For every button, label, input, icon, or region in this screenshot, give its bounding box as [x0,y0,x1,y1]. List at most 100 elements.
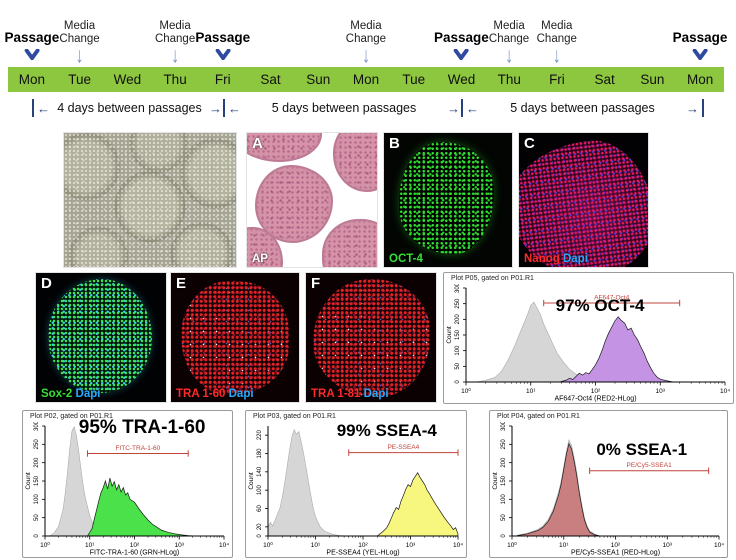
svg-text:250: 250 [501,439,507,450]
day-label: Sun [306,72,331,87]
histogram-ssea1: 10⁰ 10¹ 10² 10³ 10⁴ 0 50 100 150 200 250 300 Count PE… [492,422,724,557]
svg-text:10⁰: 10⁰ [461,387,471,395]
day-label: Mon [687,72,714,87]
svg-text:140: 140 [257,466,263,477]
stain-name: Dapi [363,388,389,400]
svg-text:10⁰: 10⁰ [263,541,273,549]
day-label: Mon [352,72,380,87]
svg-text:AF647-Oct4 (RED2-HLog): AF647-Oct4 (RED2-HLog) [554,396,636,403]
svg-text:150: 150 [501,475,507,486]
event-label: Media Change [488,20,530,46]
svg-text:250: 250 [455,298,461,309]
right-arrow-icon: → [447,100,460,116]
stain-name: TRA 1-81 [311,388,361,400]
stain-label: OCT-4 [389,253,423,265]
event-label: Media Change [345,20,387,46]
svg-text:Count: Count [25,472,32,490]
percent-positive-label: 97% OCT-4 [555,296,645,316]
micrograph-c-nanog: C Nanog Dapi [518,132,649,268]
event-label: Media Change [536,20,577,46]
day-label: Wed [113,72,142,87]
micrograph-b-oct4: B OCT-4 [383,132,513,268]
stain-name: AP [252,253,268,265]
colony-texture [47,279,152,393]
passage-timeline: Passage Media Change ↓ Media Change ↓ Pa… [0,0,736,128]
event-media-thu1: Media Change ↓ [150,0,200,68]
svg-text:100: 100 [501,494,507,505]
svg-text:10⁴: 10⁴ [720,388,730,395]
plot-header: Plot P04, gated on P01.R1 [497,413,580,420]
left-arrow-icon: ← [466,100,479,116]
stain-name: Dapi [228,388,254,400]
stain-name: TRA 1-60 [176,388,226,400]
percent-positive-label: 99% SSEA-4 [336,421,437,441]
colony-texture [254,165,333,243]
svg-text:100: 100 [257,485,263,496]
panel-letter: B [389,135,400,152]
event-passage-wed2: Passage [434,0,489,65]
stain-name: Dapi [75,388,101,400]
colony-texture [399,142,495,254]
histogram-ssea4: 10⁰ 10¹ 10² 10³ 10⁴ 0 20 60 100 140 180 220 Count PE-… [248,426,463,557]
svg-text:10²: 10² [130,542,140,549]
event-media-tue1: Media Change ↓ [55,0,105,68]
panel-letter: D [41,275,52,292]
svg-text:100: 100 [34,494,40,505]
svg-text:300: 300 [501,422,507,431]
svg-text:Count: Count [248,472,255,490]
svg-text:10¹: 10¹ [526,388,536,395]
panel-letter: E [176,275,187,292]
svg-text:10¹: 10¹ [85,542,95,549]
micrograph-e-tra-1-60: E TRA 1-60 Dapi [170,272,300,403]
event-label: Passage [4,30,60,45]
event-media-mon2: Media Change ↓ [341,0,391,68]
stain-label: Nanog Dapi [524,253,588,265]
svg-text:50: 50 [34,514,40,521]
svg-text:50: 50 [455,362,461,369]
colony-texture [247,133,323,163]
media-change-arrow-icon: ↓ [361,44,370,68]
passage-arrow-icon [453,47,469,65]
svg-text:PE-SSEA4 (YEL-HLog): PE-SSEA4 (YEL-HLog) [326,550,399,557]
histogram-tra-1-60: 10⁰ 10¹ 10² 10³ 10⁴ 0 50 100 150 200 250 300 Count FI… [25,422,229,557]
svg-text:0: 0 [501,534,507,538]
colony-texture [332,133,377,192]
svg-text:10⁴: 10⁴ [219,542,229,549]
span-4-days: ← 4 days between passages → [32,99,225,117]
span-label: 4 days between passages [57,101,202,115]
micrograph-d-sox2: D Sox-2 Dapi [35,272,167,403]
svg-text:200: 200 [501,457,507,468]
panel-letter: A [252,135,263,152]
stain-name: Nanog [524,253,560,265]
svg-text:PE/Cy5-SSEA1: PE/Cy5-SSEA1 [627,462,673,469]
media-change-arrow-icon: ↓ [552,44,561,68]
svg-text:20: 20 [257,523,263,530]
micrograph-phase-contrast [63,132,237,268]
span-5-days-1: ← 5 days between passages → [223,99,463,117]
colony-texture [312,279,430,397]
media-change-arrow-icon: ↓ [75,44,84,68]
media-change-arrow-icon: ↓ [171,44,180,68]
colony-texture [181,280,289,395]
day-label: Mon [18,72,45,87]
span-label: 5 days between passages [510,101,655,115]
event-passage-fri1: Passage [195,0,250,65]
flow-plot-tra-1-60: Plot P02, gated on P01.R1 10⁰ 10¹ 10² 10³ 10… [22,410,233,558]
svg-text:10⁰: 10⁰ [507,541,517,549]
day-label: Fri [214,72,231,87]
colony-texture [64,133,236,267]
stain-label: TRA 1-60 Dapi [176,388,254,400]
colony-texture [519,134,648,267]
event-label: Media Change [59,20,100,46]
svg-text:PE/Cy5-SSEA1 (RED-HLog): PE/Cy5-SSEA1 (RED-HLog) [571,550,660,557]
percent-positive-label: 0% SSEA-1 [596,440,688,460]
svg-text:0: 0 [257,534,263,538]
svg-text:10³: 10³ [656,388,666,395]
stain-label: AP [252,253,268,265]
svg-text:10¹: 10¹ [311,542,321,549]
svg-text:10²: 10² [591,388,601,395]
left-arrow-icon: ← [228,100,241,116]
passage-arrow-icon [692,47,708,65]
event-passage-mon3: Passage [673,0,727,65]
